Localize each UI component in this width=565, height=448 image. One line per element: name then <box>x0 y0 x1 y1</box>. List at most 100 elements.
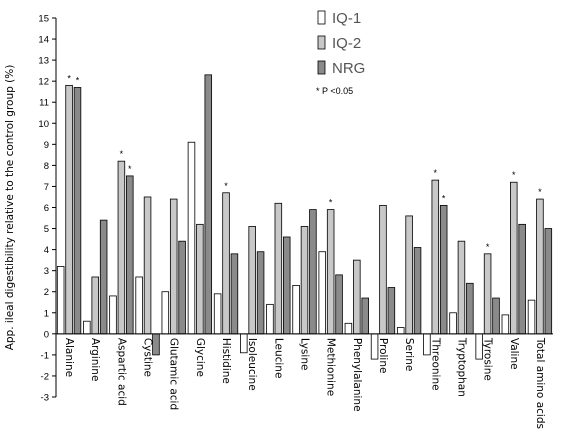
bar-iq-1 <box>449 312 457 335</box>
category-label: Glutamic acid <box>168 338 180 410</box>
significance-asterisk: * <box>434 168 438 178</box>
legend-label: NRG <box>332 60 365 77</box>
category-label: Lysine <box>299 338 311 371</box>
bar-nrg <box>309 209 317 335</box>
y-tick-label: -2 <box>41 371 49 382</box>
category-label: Alanine <box>63 338 75 377</box>
significance-asterisk: * <box>329 198 333 208</box>
category-label: Tryptophan <box>455 337 467 397</box>
bar-iq-1 <box>213 293 222 335</box>
y-tick-label: -3 <box>41 393 49 404</box>
significance-asterisk: * <box>120 149 124 159</box>
category-labels: Alanine Arginine Aspartic acid Cystine Gluta… <box>63 337 546 429</box>
bar-iq-2 <box>222 192 230 335</box>
category-label: Glycine <box>194 338 206 377</box>
bar-iq-2 <box>405 215 413 335</box>
bar-iq-2 <box>117 160 126 335</box>
y-tick-label: 11 <box>39 98 49 109</box>
bar-iq-2 <box>510 181 518 335</box>
significance-markers: * * * * * * * * * * * <box>67 73 542 251</box>
bar-iq-2 <box>300 226 309 335</box>
bar-nrg <box>73 87 82 335</box>
y-tick-label: 7 <box>44 182 49 193</box>
bar-iq-1 <box>187 141 196 335</box>
bar-nrg <box>492 297 500 335</box>
category-label: Histidine <box>220 338 232 384</box>
y-tick-label: 12 <box>38 77 49 88</box>
bar-iq-1 <box>527 299 536 335</box>
bar-iq-2 <box>431 179 440 335</box>
bar-nrg <box>99 219 108 335</box>
y-tick-label: 9 <box>44 140 49 151</box>
y-tick-label: 2 <box>44 287 49 298</box>
bar-iq-1 <box>56 266 65 335</box>
bar-iq-1 <box>240 333 248 354</box>
bar-iq-2 <box>353 259 361 335</box>
y-tick-label: -1 <box>41 350 49 361</box>
category-label: Phenylalanine <box>351 338 363 412</box>
y-tick-label: 4 <box>44 245 49 256</box>
bar-iq-1 <box>423 333 431 356</box>
y-tick-label: 0 <box>44 329 49 340</box>
bar-iq-2 <box>143 196 152 335</box>
significance-asterisk: * <box>67 73 71 83</box>
bar-iq-1 <box>83 320 91 335</box>
category-label: Arginine <box>89 338 101 382</box>
significance-asterisk: * <box>538 187 542 197</box>
bars <box>56 74 553 360</box>
bar-iq-2 <box>196 223 204 335</box>
bar-iq-2 <box>274 202 283 335</box>
category-label: Threonine <box>429 337 441 391</box>
category-label: Serine <box>403 338 415 371</box>
category-label: Leucine <box>272 338 284 379</box>
bar-iq-1 <box>292 285 300 335</box>
bar-iq-1 <box>109 295 117 335</box>
bar-iq-2 <box>65 84 73 335</box>
significance-asterisk: * <box>128 164 132 174</box>
category-label: Proline <box>377 338 389 374</box>
bar-iq-2 <box>483 253 492 335</box>
category-label: Total amino acids <box>534 337 546 429</box>
bar-nrg <box>126 175 134 335</box>
legend-swatch <box>317 10 326 25</box>
bar-nrg <box>466 282 474 335</box>
bar-iq-2 <box>326 209 335 335</box>
bar-iq-1 <box>161 291 170 335</box>
y-tick-label: 15 <box>38 14 49 25</box>
legend-note: * P <0.05 <box>316 86 353 96</box>
bar-iq-1 <box>475 333 483 360</box>
y-tick-label: 8 <box>44 161 49 172</box>
bar-nrg <box>335 274 343 335</box>
legend-swatch <box>317 35 326 50</box>
category-label: Methionine <box>325 338 337 396</box>
legend-label: IQ-2 <box>332 35 361 52</box>
bar-iq-2 <box>169 198 178 335</box>
category-label: Isoleucine <box>246 338 258 391</box>
legend-swatch <box>317 60 326 75</box>
bar-nrg <box>230 253 239 335</box>
bar-iq-1 <box>135 276 143 335</box>
category-label: Aspartic acid <box>115 338 127 406</box>
bar-nrg <box>361 297 369 335</box>
bar-iq-1 <box>501 314 510 335</box>
bar-iq-2 <box>379 204 387 335</box>
bar-nrg <box>518 223 526 335</box>
bar-nrg <box>387 287 396 335</box>
bar-nrg <box>256 251 265 335</box>
bar-iq-2 <box>248 226 256 335</box>
significance-asterisk: * <box>442 193 446 203</box>
y-tick-label: 1 <box>44 308 49 319</box>
legend: IQ-1 IQ-2 NRG * P <0.05 <box>316 10 365 96</box>
bar-nrg <box>282 236 291 335</box>
y-tick-label: 6 <box>44 203 49 214</box>
significance-asterisk: * <box>224 181 228 191</box>
bar-nrg <box>204 74 213 335</box>
bar-iq-1 <box>396 327 405 335</box>
y-tick-label: 13 <box>38 56 49 67</box>
bar-iq-2 <box>91 276 99 335</box>
y-tick-label: 14 <box>38 35 49 46</box>
bar-nrg <box>544 228 553 335</box>
y-axis-label: App. ileal digestibility relative to the… <box>4 65 16 351</box>
